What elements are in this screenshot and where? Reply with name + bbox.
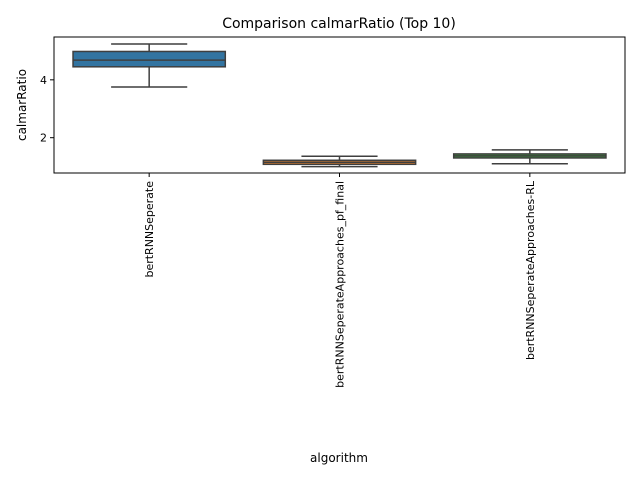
x-tick-label: bertRNNSeperate (143, 181, 156, 278)
y-axis-label: calmarRatio (15, 69, 29, 141)
box-body (72, 50, 227, 68)
x-axis-label: algorithm (310, 451, 368, 465)
box-3 (452, 149, 607, 165)
box-1 (72, 43, 227, 88)
x-axis: bertRNNSeperate bertRNNSeperateApproaches… (143, 173, 537, 388)
plot-area (72, 43, 607, 168)
y-tick-label: 4 (40, 74, 47, 87)
chart-title: Comparison calmarRatio (Top 10) (222, 16, 456, 32)
y-axis: 24 (40, 74, 54, 145)
x-tick-label: bertRNNSeperateApproaches_pf_final (334, 181, 347, 388)
box-2 (262, 155, 417, 168)
x-tick-label: bertRNNSeperateApproaches-RL (524, 180, 537, 360)
y-tick-label: 2 (40, 132, 47, 145)
